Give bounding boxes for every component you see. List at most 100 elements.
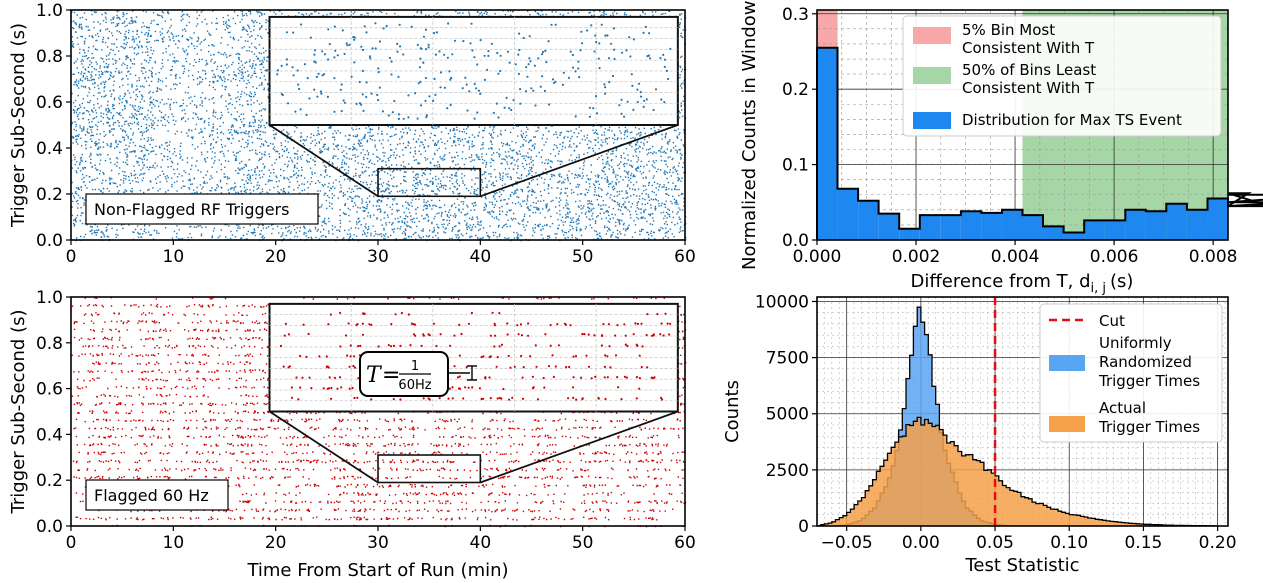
- histogram-bar: [960, 211, 982, 240]
- legend-label: Consistent With T: [962, 39, 1095, 57]
- annotation-box: [85, 193, 319, 225]
- y-tick-label: 0: [798, 517, 809, 537]
- y-tick-label: 0.6: [36, 380, 63, 400]
- x-tick-label: 30: [367, 533, 389, 553]
- y-axis-label: Trigger Sub-Second (s): [8, 23, 29, 228]
- x-axis-label: Difference from T, di, j (s): [911, 271, 1134, 296]
- y-axis-label: Normalized Counts in Window w: [739, 0, 760, 270]
- legend-swatch: [1049, 416, 1085, 432]
- x-tick-label: 0: [66, 533, 77, 553]
- formula-lhs: T: [366, 363, 383, 388]
- x-axis-label: Time From Start of Run (min): [246, 560, 508, 581]
- y-tick-label: 0.0: [36, 517, 63, 537]
- y-tick-label: 0.2: [782, 80, 809, 100]
- actual-histogram-outline: [816, 416, 1218, 527]
- y-tick-label: 2500: [766, 461, 809, 481]
- formula-eq: =: [382, 363, 400, 388]
- y-tick-label: 1.0: [36, 1, 63, 21]
- histogram-bar: [1125, 209, 1146, 240]
- x-axis-label-main: Difference from T, d: [911, 271, 1091, 292]
- y-tick-label: 0.4: [36, 425, 63, 445]
- x-tick-label: 0.05: [976, 533, 1014, 553]
- legend-label: 50% of Bins Least: [962, 61, 1096, 79]
- annotation-text: Non-Flagged RF Triggers: [94, 200, 289, 219]
- legend-label: Randomized: [1099, 353, 1192, 371]
- x-tick-label: 40: [470, 533, 492, 553]
- y-tick-label: 7500: [766, 349, 809, 369]
- x-tick-label: 0.10: [1050, 533, 1088, 553]
- formula-den: 60Hz: [398, 378, 431, 393]
- y-tick-label: 0.2: [36, 471, 63, 491]
- x-tick-label: 0.002: [892, 247, 941, 267]
- histogram-bar: [1063, 232, 1085, 240]
- x-tick-label: 0.15: [1124, 533, 1162, 553]
- histogram-bar: [1084, 220, 1105, 240]
- y-tick-label: 0.8: [36, 47, 63, 67]
- histogram-bar: [837, 188, 859, 240]
- y-tick-label: 0.3: [782, 5, 809, 25]
- x-tick-label: 60: [674, 247, 696, 267]
- axes-frame: [816, 296, 1229, 527]
- x-axis-label-sub: i, j: [1091, 281, 1107, 296]
- y-tick-label: 5000: [766, 405, 809, 425]
- y-tick-label: 0.2: [36, 185, 63, 205]
- actual-histogram-fill: [817, 417, 1218, 526]
- x-axis-label: Test Statistic: [964, 555, 1079, 576]
- legend-label: Distribution for Max TS Event: [962, 111, 1182, 129]
- x-tick-label: 20: [265, 533, 287, 553]
- x-tick-label: 50: [572, 533, 594, 553]
- y-tick-label: 0.6: [36, 93, 63, 113]
- x-tick-label: −0.05: [821, 533, 873, 553]
- legend-frame: [902, 15, 1222, 137]
- histogram-bar: [1145, 211, 1167, 240]
- histogram-bar: [817, 47, 838, 240]
- y-tick-label: 0.0: [36, 231, 63, 251]
- x-tick-label: 60: [674, 533, 696, 553]
- y-axis-label: Counts: [722, 380, 743, 443]
- axes-frame: [816, 9, 1229, 241]
- histogram-bar: [1166, 203, 1187, 240]
- histogram-bar: [858, 200, 879, 240]
- legend-swatch: [913, 67, 951, 84]
- legend-swatch: [1049, 355, 1085, 371]
- y-tick-label: 0.1: [782, 156, 809, 176]
- histogram-bar: [919, 215, 941, 240]
- zoom-connector: [480, 410, 679, 484]
- legend-label: Cut: [1099, 312, 1125, 330]
- histogram-bar: [1001, 209, 1023, 240]
- legend-swatch: [913, 112, 951, 129]
- y-tick-label: 0.4: [36, 139, 63, 159]
- axes-B: T = 1 60Hz Flagged 60 Hz 0 10 20 30 40 50 60 0.0 0.2 0…: [8, 288, 696, 581]
- histogram-bar: [940, 215, 961, 240]
- legend-swatch: [913, 27, 951, 44]
- histogram-bar: [981, 212, 1002, 240]
- histogram-bar: [1186, 209, 1208, 240]
- annotation-text: Flagged 60 Hz: [94, 486, 209, 505]
- x-tick-label: 0: [66, 247, 77, 267]
- x-tick-label: 0.006: [1090, 247, 1139, 267]
- legend-label: Trigger Times: [1098, 372, 1200, 390]
- histogram-bar: [1043, 226, 1064, 240]
- zoom-connector: [269, 124, 379, 198]
- legend-label: Actual: [1099, 399, 1146, 417]
- legend-frame: [1039, 303, 1223, 443]
- inset-grid: [269, 303, 678, 412]
- zoom-connector: [480, 124, 679, 198]
- x-tick-label: 40: [470, 247, 492, 267]
- histogram-bar: [1104, 220, 1126, 240]
- annotation-box: [85, 479, 229, 511]
- x-tick-label: 20: [265, 247, 287, 267]
- x-tick-label: 0.000: [793, 247, 842, 267]
- zoom-box: [377, 167, 482, 198]
- randomized-histogram-fill: [831, 307, 1010, 526]
- x-tick-label: 50: [572, 247, 594, 267]
- y-tick-label: 1.0: [36, 288, 63, 308]
- y-tick-label: 10000: [755, 292, 809, 312]
- period-formula: T = 1 60Hz: [359, 351, 477, 397]
- y-tick-label: 0.0: [782, 231, 809, 251]
